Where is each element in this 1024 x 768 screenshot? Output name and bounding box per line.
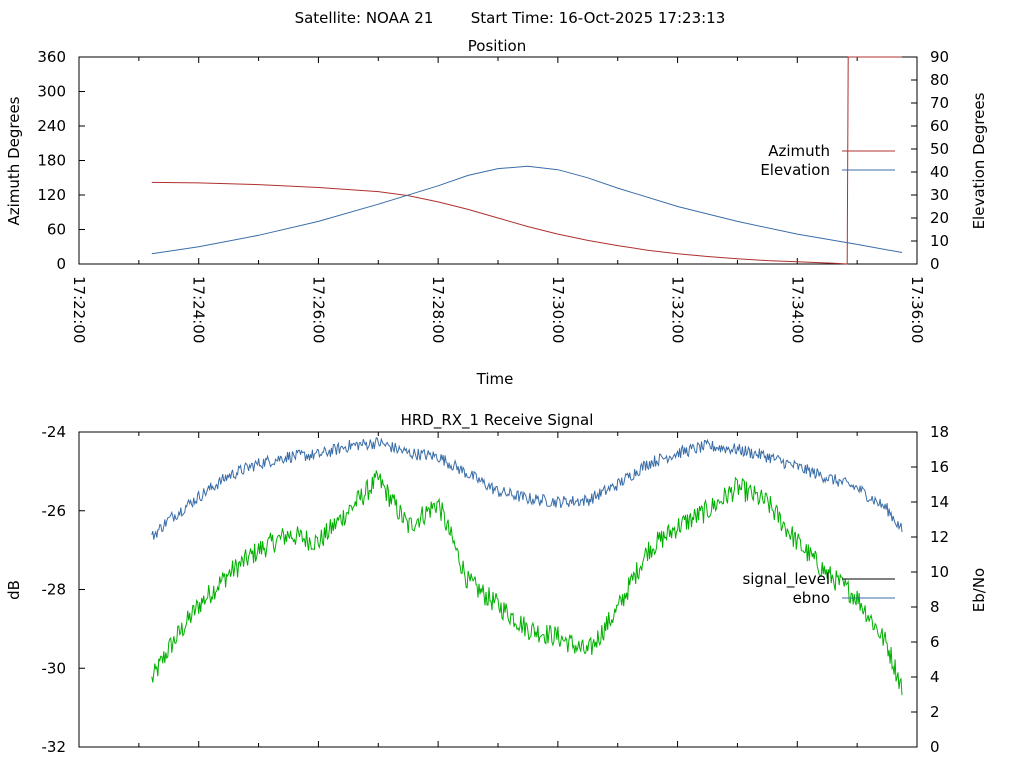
y-tick-label: -26 [42,502,67,520]
y-tick-label: 0 [56,255,66,273]
y-tick-label: -24 [42,423,67,441]
signal-chart: HRD_RX_1 Receive Signal dB Eb/No -32-30-… [5,411,988,756]
position-x-ticks: 17:22:00 17:24:00 17:26:00 17:28:00 17:30:00… [70,57,926,343]
y2-tick-label: 10 [930,563,949,581]
y-tick-label: 360 [37,48,66,66]
y2-tick-label: 18 [930,423,949,441]
y-tick-label: 60 [47,221,66,239]
position-y-ticks: 0 60 120 180 240 300 360 [37,48,85,273]
legend-label-signal-level: signal_level [742,570,830,589]
position-chart: Position Azimuth Degrees Elevation Degre… [5,37,988,388]
db-axis-label: dB [5,580,23,600]
signal-x-ticks [78,432,918,747]
y2-tick-label: 16 [930,458,949,476]
y2-tick-label: 8 [930,598,940,616]
legend-label-ebno: ebno [793,589,830,607]
y2-tick-label: 20 [930,209,949,227]
time-axis-label: Time [476,370,514,388]
y-tick-label: 240 [37,117,66,135]
y2-tick-label: 0 [930,738,940,756]
position-y2-ticks: 0 10 20 30 40 50 60 70 80 90 [911,48,949,273]
x-tick-label: 17:34:00 [788,276,806,343]
y-tick-label: 120 [37,186,66,204]
y2-tick-label: 80 [930,71,949,89]
satellite-label: Satellite: NOAA 21 [295,9,434,27]
y2-tick-label: 40 [930,163,949,181]
position-legend: Azimuth Elevation [760,142,895,179]
signal-y-ticks: -32 -30 -28 -26 -24 [42,423,85,756]
y2-tick-label: 4 [930,668,940,686]
ebno-axis-label: Eb/No [970,568,988,612]
y2-tick-label: 6 [930,633,940,651]
y2-tick-label: 30 [930,186,949,204]
series-line-ebno [151,436,903,540]
signal-series [151,436,903,696]
azimuth-axis-label: Azimuth Degrees [5,96,23,225]
signal-legend: signal_level ebno [742,570,895,607]
series-line-signal-level [151,470,903,696]
y-tick-label: -32 [42,738,67,756]
x-tick-label: 17:22:00 [70,276,88,343]
y-tick-label: -28 [42,581,67,599]
y-tick-label: 300 [37,83,66,101]
y2-tick-label: 70 [930,94,949,112]
x-tick-label: 17:26:00 [309,276,327,343]
x-tick-label: 17:30:00 [549,276,567,343]
elevation-axis-label: Elevation Degrees [970,92,988,229]
y-tick-label: 180 [37,152,66,170]
x-tick-label: 17:36:00 [908,276,926,343]
x-tick-label: 17:32:00 [669,276,687,343]
y2-tick-label: 60 [930,117,949,135]
signal-y2-ticks: 0 2 4 6 8 10 12 14 16 18 [911,423,949,756]
legend-label-azimuth: Azimuth [768,142,830,160]
x-tick-label: 17:24:00 [190,276,208,343]
y2-tick-label: 90 [930,48,949,66]
signal-plot-frame [78,431,918,748]
y2-tick-label: 2 [930,703,940,721]
position-chart-title: Position [468,37,526,55]
y2-tick-label: 50 [930,140,949,158]
signal-chart-title: HRD_RX_1 Receive Signal [401,411,594,430]
start-time-label: Start Time: 16-Oct-2025 17:23:13 [471,9,726,27]
series-line-elevation [151,165,903,255]
y2-tick-label: 0 [930,255,940,273]
legend-label-elevation: Elevation [760,161,830,179]
x-tick-label: 17:28:00 [429,276,447,343]
series-line-azimuth [151,56,902,265]
position-series [151,56,903,265]
y2-tick-label: 10 [930,232,949,250]
y-tick-label: -30 [42,659,67,677]
y2-tick-label: 14 [930,493,949,511]
y2-tick-label: 12 [930,528,949,546]
